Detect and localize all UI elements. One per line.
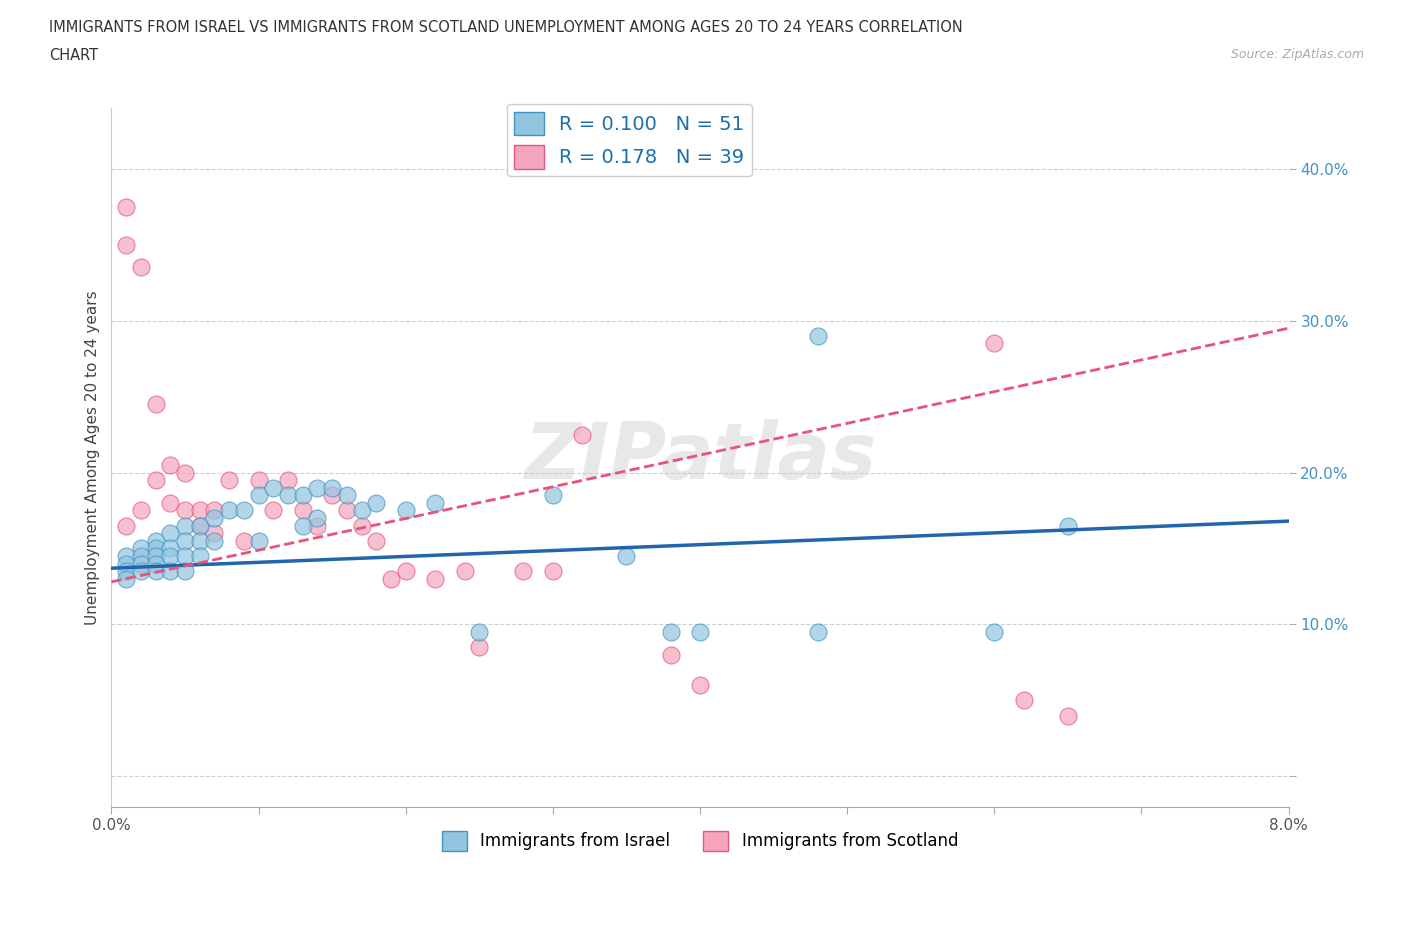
Point [174,518,197,533]
Point [291,488,314,503]
Point [129,541,152,556]
Point [277,472,299,487]
Point [541,564,564,578]
Point [307,480,329,495]
Point [129,556,152,571]
Point [145,556,167,571]
Point [262,503,284,518]
Point [336,503,359,518]
Point [159,496,181,511]
Point [202,503,225,518]
Point [689,678,711,693]
Point [129,503,152,518]
Point [512,564,534,578]
Point [468,640,491,655]
Point [366,496,388,511]
Point [807,625,830,640]
Point [468,625,491,640]
Point [159,549,181,564]
Point [232,534,254,549]
Point [277,488,299,503]
Point [366,534,388,549]
Point [145,549,167,564]
Point [202,534,225,549]
Point [307,511,329,525]
Point [807,328,830,343]
Point [453,564,475,578]
Point [1012,693,1035,708]
Point [188,518,211,533]
Point [247,534,270,549]
Point [145,564,167,578]
Point [689,625,711,640]
Point [115,556,138,571]
Text: IMMIGRANTS FROM ISRAEL VS IMMIGRANTS FROM SCOTLAND UNEMPLOYMENT AMONG AGES 20 TO: IMMIGRANTS FROM ISRAEL VS IMMIGRANTS FRO… [49,20,963,35]
Point [145,472,167,487]
Point [983,336,1005,351]
Point [291,518,314,533]
Point [174,503,197,518]
Point [202,525,225,540]
Point [174,465,197,480]
Point [115,571,138,586]
Point [616,549,638,564]
Point [115,518,138,533]
Point [115,549,138,564]
Text: ZIPatlas: ZIPatlas [524,419,876,496]
Point [129,549,152,564]
Point [115,564,138,578]
Point [188,534,211,549]
Point [218,503,240,518]
Point [336,488,359,503]
Point [247,472,270,487]
Point [291,503,314,518]
Point [145,534,167,549]
Point [659,625,682,640]
Point [159,525,181,540]
Y-axis label: Unemployment Among Ages 20 to 24 years: Unemployment Among Ages 20 to 24 years [86,290,100,625]
Point [350,503,373,518]
Point [145,541,167,556]
Point [262,480,284,495]
Point [159,541,181,556]
Point [218,472,240,487]
Point [188,518,211,533]
Text: CHART: CHART [49,48,98,63]
Point [145,397,167,412]
Point [159,564,181,578]
Point [350,518,373,533]
Legend: Immigrants from Israel, Immigrants from Scotland: Immigrants from Israel, Immigrants from … [434,824,965,857]
Point [129,564,152,578]
Point [659,647,682,662]
Text: Source: ZipAtlas.com: Source: ZipAtlas.com [1230,48,1364,61]
Point [129,260,152,275]
Point [188,503,211,518]
Point [423,496,446,511]
Point [321,480,343,495]
Point [395,564,418,578]
Point [983,625,1005,640]
Point [174,564,197,578]
Point [571,427,593,442]
Point [115,237,138,252]
Point [174,534,197,549]
Point [380,571,402,586]
Point [232,503,254,518]
Point [1056,708,1078,723]
Point [202,511,225,525]
Point [423,571,446,586]
Point [159,458,181,472]
Point [307,518,329,533]
Point [174,549,197,564]
Point [188,549,211,564]
Point [1056,518,1078,533]
Point [395,503,418,518]
Point [247,488,270,503]
Point [541,488,564,503]
Point [115,199,138,214]
Point [321,488,343,503]
